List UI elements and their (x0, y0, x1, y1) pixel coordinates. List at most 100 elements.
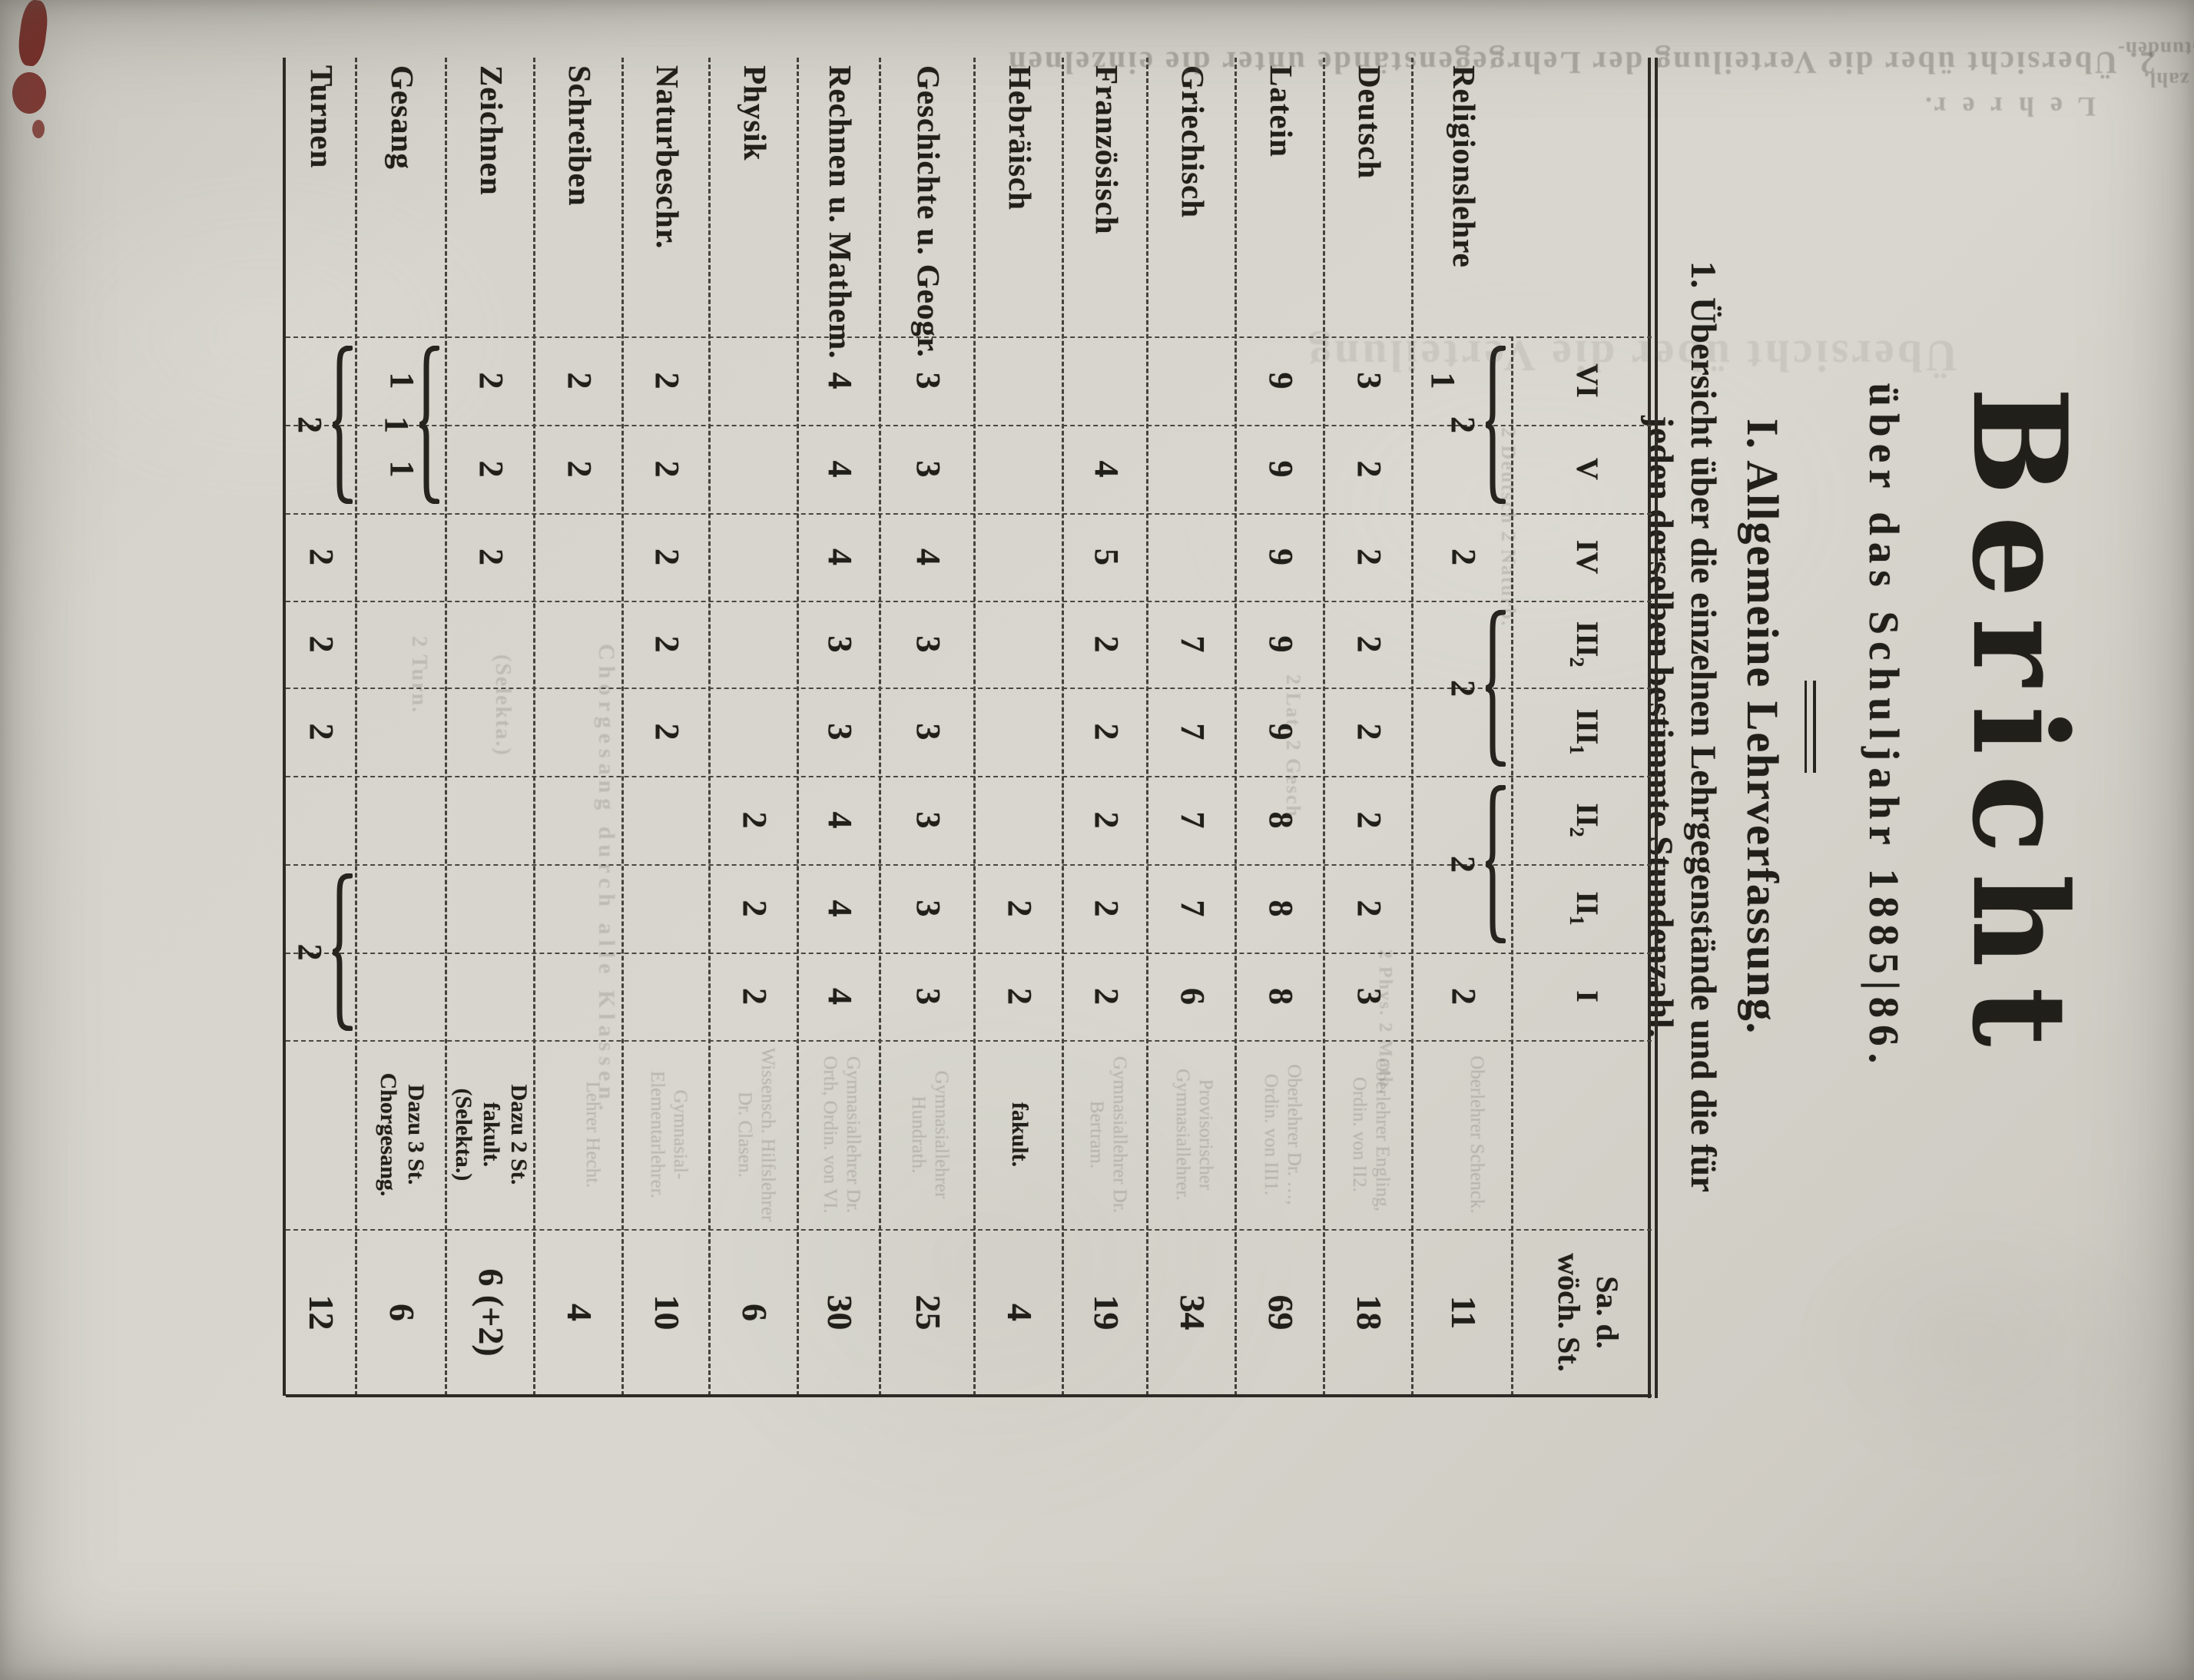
remark-text: fakult. (1007, 1102, 1033, 1168)
subject-label: Zeichnen (474, 65, 510, 196)
class-header: II1 (1566, 891, 1605, 926)
subject-label: Religionslehre (1447, 65, 1482, 268)
cell-value: 9 (1262, 635, 1301, 653)
cell-value: 2 (736, 900, 774, 917)
sum-value: 69 (1261, 1294, 1301, 1330)
table-top-rule (1655, 58, 1658, 1398)
table-row-line (445, 58, 447, 1396)
ghost-text: 2 Turn. (407, 636, 431, 714)
combined-class-brace (419, 346, 439, 504)
cell-value: 4 (821, 548, 860, 565)
mirrored-ghost-text: zahl. (2143, 68, 2189, 91)
subject-label: Hebräisch (1003, 65, 1039, 210)
remark-ghost-text: Provisorischer Gymnasiallehrer. (1172, 1069, 1217, 1201)
sum-value: 6 (+2) (472, 1268, 512, 1357)
remark-text: Dazu 2 St. fakult. (Selekta.) (451, 1084, 532, 1185)
cell-value: 3 (910, 900, 948, 917)
cell-value: 3 (910, 372, 948, 389)
table-top-rule (1648, 58, 1651, 1398)
cell-value: 2 (648, 723, 687, 741)
cell-value: 3 (910, 635, 948, 653)
class-header: III2 (1566, 621, 1605, 668)
cell-value: 4 (1088, 460, 1125, 478)
ghost-text: 2 Deutsch 2 Naturb. (1497, 427, 1520, 628)
subject-label: Rechnen u. Mathem. (823, 65, 859, 360)
table-row-line (1323, 58, 1325, 1396)
ghost-text: Chorgesang durch alle Klassen. (594, 644, 619, 1116)
cell-value: 2 (303, 548, 341, 565)
cell-value: 3 (910, 988, 948, 1005)
table-row-line (708, 58, 711, 1396)
sum-value: 12 (302, 1294, 342, 1330)
mirrored-ghost-text: 2. Übersicht über die Verteilung der Leh… (1006, 45, 2156, 81)
cell-value: 2 (303, 723, 341, 741)
cell-value: 3 (821, 635, 860, 653)
cell-value: 2 (472, 548, 511, 565)
cell-value: 2 (1351, 548, 1389, 565)
cell-value: 3 (910, 811, 948, 829)
sum-value: 18 (1350, 1294, 1390, 1330)
ghost-text: (Selekta.) (491, 654, 515, 757)
cell-value: 2 (1351, 900, 1389, 917)
sum-value: 19 (1087, 1294, 1126, 1330)
cell-value: 2 (736, 988, 774, 1005)
table-row-line (1235, 58, 1237, 1396)
double-rule-ornament (1805, 681, 1816, 773)
cell-value: 2 (1444, 680, 1482, 697)
remark-ghost-text: Gymnasial-Elementarlehrer. (647, 1071, 691, 1198)
cell-value: 2 (1351, 460, 1389, 478)
table-row-line (1062, 58, 1064, 1396)
table-row-line (533, 58, 535, 1396)
remark-ghost-text: Gymnasiallehrer Dr. Orth, Ordin. von VI. (820, 1055, 864, 1214)
cell-value: 7 (1174, 635, 1212, 653)
subject-label: Französisch (1089, 65, 1125, 235)
subject-label: Schreiben (562, 65, 598, 207)
cell-value: 2 (1088, 988, 1125, 1005)
ghost-text: 2 Phys. 2 Math. (1375, 949, 1395, 1095)
cell-value: 9 (1262, 460, 1301, 478)
cell-value: 2 (648, 548, 687, 565)
sum-value: 10 (648, 1294, 688, 1330)
cell-value: 2 (1445, 988, 1483, 1005)
cell-value: 3 (910, 723, 948, 741)
cell-value: 2 (1351, 635, 1389, 653)
combined-class-brace (1486, 785, 1506, 943)
subject-label: Naturbeschr. (650, 65, 686, 250)
table-column-line (286, 513, 1652, 515)
cell-value: 2 (303, 635, 341, 653)
sum-value: 4 (1000, 1304, 1040, 1321)
report-title: Bericht (1944, 386, 2096, 1067)
cell-value: 2 (648, 635, 687, 653)
mirrored-ghost-text: L e h r e r. (1921, 91, 2096, 122)
sum-value: 11 (1444, 1295, 1483, 1330)
table-column-line (286, 601, 1652, 602)
sum-value: 34 (1173, 1294, 1213, 1330)
sum-value: 6 (383, 1304, 423, 1321)
ghost-text: 2 Lat. 2 Gesch. (1282, 674, 1304, 825)
cell-value: 8 (1262, 988, 1301, 1005)
cell-value: 4 (821, 900, 860, 917)
red-ink-mark (32, 120, 45, 138)
class-header: III1 (1566, 708, 1605, 755)
remark-ghost-text: Wissensch. Hilfslehrer Dr. Clasen. (734, 1047, 779, 1222)
subject-label: Turnen (304, 65, 340, 169)
remark-ghost-text: Gymnasiallehrer Dr. Bertram. (1086, 1055, 1130, 1214)
red-ink-mark (12, 72, 46, 114)
table-row-line (283, 58, 286, 1396)
cell-value: 2 (1444, 856, 1482, 873)
table-column-line (286, 1040, 1652, 1042)
cell-value: 3 (910, 460, 948, 478)
cell-value: 4 (910, 548, 948, 565)
cell-value: 2 (472, 460, 511, 478)
combined-class-brace (1486, 610, 1506, 767)
cell-value: 2 (736, 811, 774, 829)
table-row-line (355, 58, 357, 1396)
cell-value: 2 (1351, 723, 1389, 741)
subject-label: Geschichte u. Geogr. (911, 65, 947, 358)
combined-class-brace (333, 346, 353, 504)
cell-value: 1 (378, 416, 416, 433)
class-header: V (1570, 458, 1605, 480)
cell-value: 9 (1262, 548, 1301, 565)
sum-value: 25 (909, 1294, 949, 1330)
